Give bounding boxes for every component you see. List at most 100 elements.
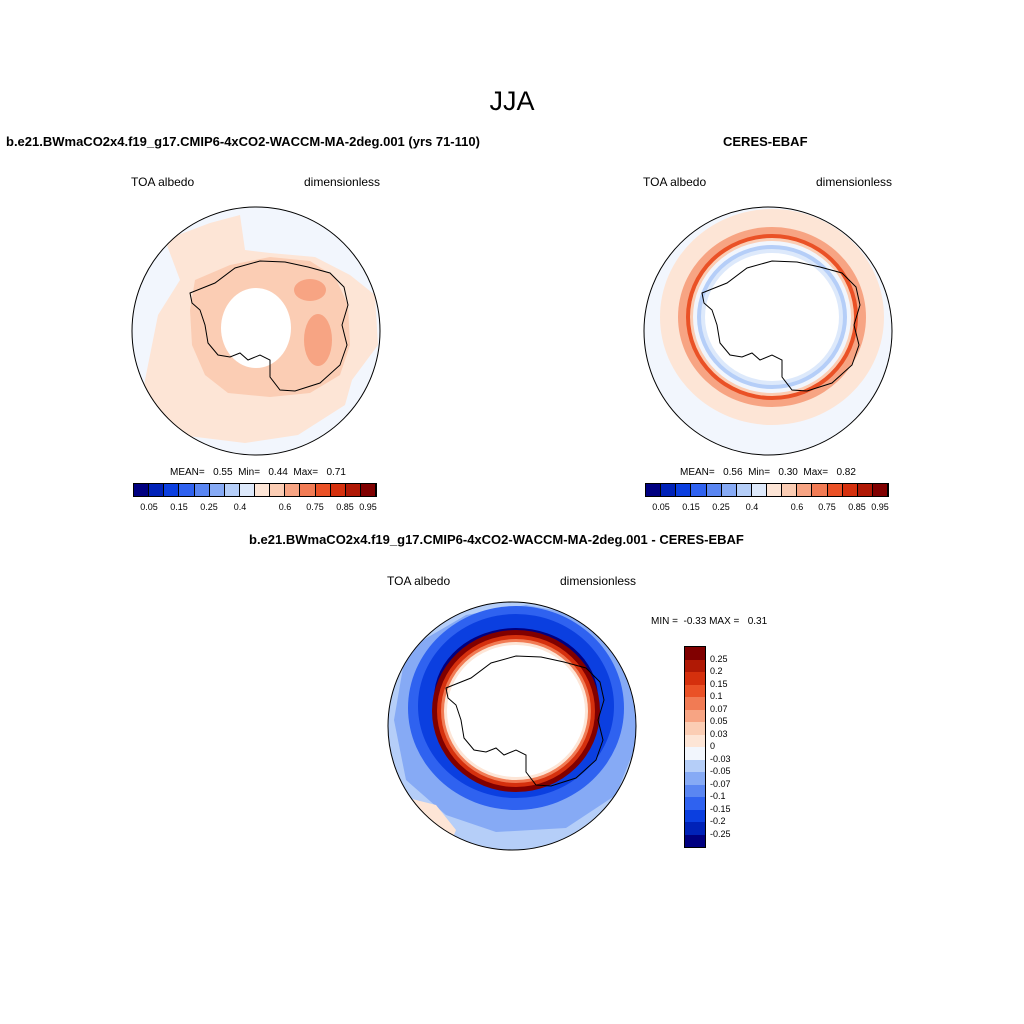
panel2-colorbar — [645, 483, 889, 497]
colorbar-swatch — [255, 484, 271, 496]
colorbar-swatch — [685, 672, 705, 685]
colorbar-swatch — [685, 722, 705, 735]
panel3-cb-tick: 0.03 — [710, 729, 728, 739]
colorbar-swatch — [685, 809, 705, 822]
colorbar-swatch — [767, 484, 783, 496]
panel3-cb-tick: 0.1 — [710, 691, 723, 701]
panel2-cb-tick: 0.4 — [745, 502, 759, 512]
colorbar-swatch — [706, 484, 722, 496]
panel1-stats: MEAN= 0.55 Min= 0.44 Max= 0.71 — [170, 467, 346, 478]
panel2-map — [643, 206, 893, 456]
panel1-cb-tick: 0.85 — [336, 502, 354, 512]
panel3-left-label: TOA albedo — [387, 574, 451, 588]
panel2-stats: MEAN= 0.56 Min= 0.30 Max= 0.82 — [680, 467, 856, 478]
colorbar-swatch — [239, 484, 255, 496]
colorbar-swatch — [164, 484, 180, 496]
colorbar-swatch — [782, 484, 798, 496]
panel3-cb-tick: -0.05 — [710, 766, 731, 776]
panel2-cb-tick: 0.95 — [871, 502, 889, 512]
colorbar-swatch — [285, 484, 301, 496]
panel3-antarctica-coast — [445, 655, 605, 787]
panel1-cb-tick: 0.15 — [170, 502, 188, 512]
panel3-cb-tick: 0.25 — [710, 654, 728, 664]
colorbar-swatch — [685, 747, 705, 760]
panel2-map-border — [643, 206, 893, 456]
colorbar-swatch — [360, 484, 376, 496]
panel3-colorbar-ticks: 0.25 0.2 0.15 0.1 0.07 0.05 0.03 0 -0.03… — [710, 647, 750, 847]
colorbar-swatch — [685, 709, 705, 722]
panel2-cb-tick: 0.15 — [682, 502, 700, 512]
panel2-antarctica-coast — [701, 260, 861, 392]
colorbar-swatch — [661, 484, 677, 496]
colorbar-swatch — [827, 484, 843, 496]
colorbar-swatch — [300, 484, 316, 496]
colorbar-swatch — [685, 759, 705, 772]
page-title: JJA — [489, 86, 535, 116]
panel1-contour-blob-1 — [294, 279, 326, 301]
colorbar-swatch — [315, 484, 331, 496]
panel3-title: b.e21.BWmaCO2x4.f19_g17.CMIP6-4xCO2-WACC… — [249, 532, 744, 547]
colorbar-swatch — [685, 647, 705, 660]
colorbar-swatch — [842, 484, 858, 496]
panel3-cb-tick: 0.07 — [710, 704, 728, 714]
panel2-cb-tick: 0.75 — [818, 502, 836, 512]
panel1-left-label: TOA albedo — [131, 175, 195, 189]
colorbar-swatch — [646, 484, 662, 496]
colorbar-swatch — [736, 484, 752, 496]
colorbar-swatch — [685, 734, 705, 747]
panel2-right-label: dimensionless — [816, 175, 893, 189]
panel2-missing-polar-cap — [705, 253, 839, 381]
panel1-colorbar — [133, 483, 377, 497]
panel3-right-label: dimensionless — [560, 574, 637, 588]
colorbar-swatch — [345, 484, 361, 496]
colorbar-swatch — [721, 484, 737, 496]
colorbar-swatch — [209, 484, 225, 496]
panel3-cb-tick: -0.03 — [710, 754, 731, 764]
panel3-cb-tick: 0.15 — [710, 679, 728, 689]
colorbar-swatch — [270, 484, 286, 496]
panel2-cb-tick: 0.85 — [848, 502, 866, 512]
panel1-cb-tick: 0.6 — [278, 502, 292, 512]
colorbar-swatch — [751, 484, 767, 496]
colorbar-swatch — [676, 484, 692, 496]
panel3-map — [387, 601, 637, 851]
panel3-cb-tick: -0.07 — [710, 779, 731, 789]
colorbar-swatch — [685, 772, 705, 785]
panel3-colorbar — [684, 646, 706, 848]
panel3-cb-tick: 0.2 — [710, 666, 723, 676]
panel3-cb-tick: -0.15 — [710, 804, 731, 814]
panel1-colorbar-ticks: 0.05 0.15 0.25 0.4 0.6 0.75 0.85 0.95 — [134, 502, 377, 514]
panel3-cb-tick: -0.1 — [710, 791, 726, 801]
panel2-title: CERES-EBAF — [723, 134, 808, 149]
colorbar-swatch — [685, 784, 705, 797]
colorbar-swatch — [685, 659, 705, 672]
colorbar-swatch — [134, 484, 150, 496]
colorbar-swatch — [149, 484, 165, 496]
panel1-cb-tick: 0.4 — [233, 502, 247, 512]
panel3-missing-polar-cap — [447, 645, 585, 777]
panel1-right-label: dimensionless — [304, 175, 381, 189]
panel3-cb-tick: -0.25 — [710, 829, 731, 839]
colorbar-swatch — [797, 484, 813, 496]
colorbar-swatch — [224, 484, 240, 496]
colorbar-swatch — [194, 484, 210, 496]
panel2-left-label: TOA albedo — [643, 175, 707, 189]
panel1-cb-tick: 0.05 — [140, 502, 158, 512]
panel1-contour-blob-2 — [304, 314, 332, 366]
colorbar-swatch — [685, 834, 705, 847]
panel1-map-border — [131, 206, 381, 456]
panel2-cb-tick: 0.25 — [712, 502, 730, 512]
colorbar-swatch — [685, 797, 705, 810]
colorbar-swatch — [812, 484, 828, 496]
colorbar-swatch — [179, 484, 195, 496]
colorbar-swatch — [872, 484, 888, 496]
panel1-map — [131, 206, 381, 456]
panel3-cb-tick: -0.2 — [710, 816, 726, 826]
colorbar-swatch — [685, 697, 705, 710]
colorbar-swatch — [691, 484, 707, 496]
colorbar-swatch — [685, 684, 705, 697]
panel1-missing-polar-cap — [221, 288, 291, 368]
colorbar-swatch — [330, 484, 346, 496]
colorbar-swatch — [857, 484, 873, 496]
panel3-map-border — [387, 601, 637, 851]
